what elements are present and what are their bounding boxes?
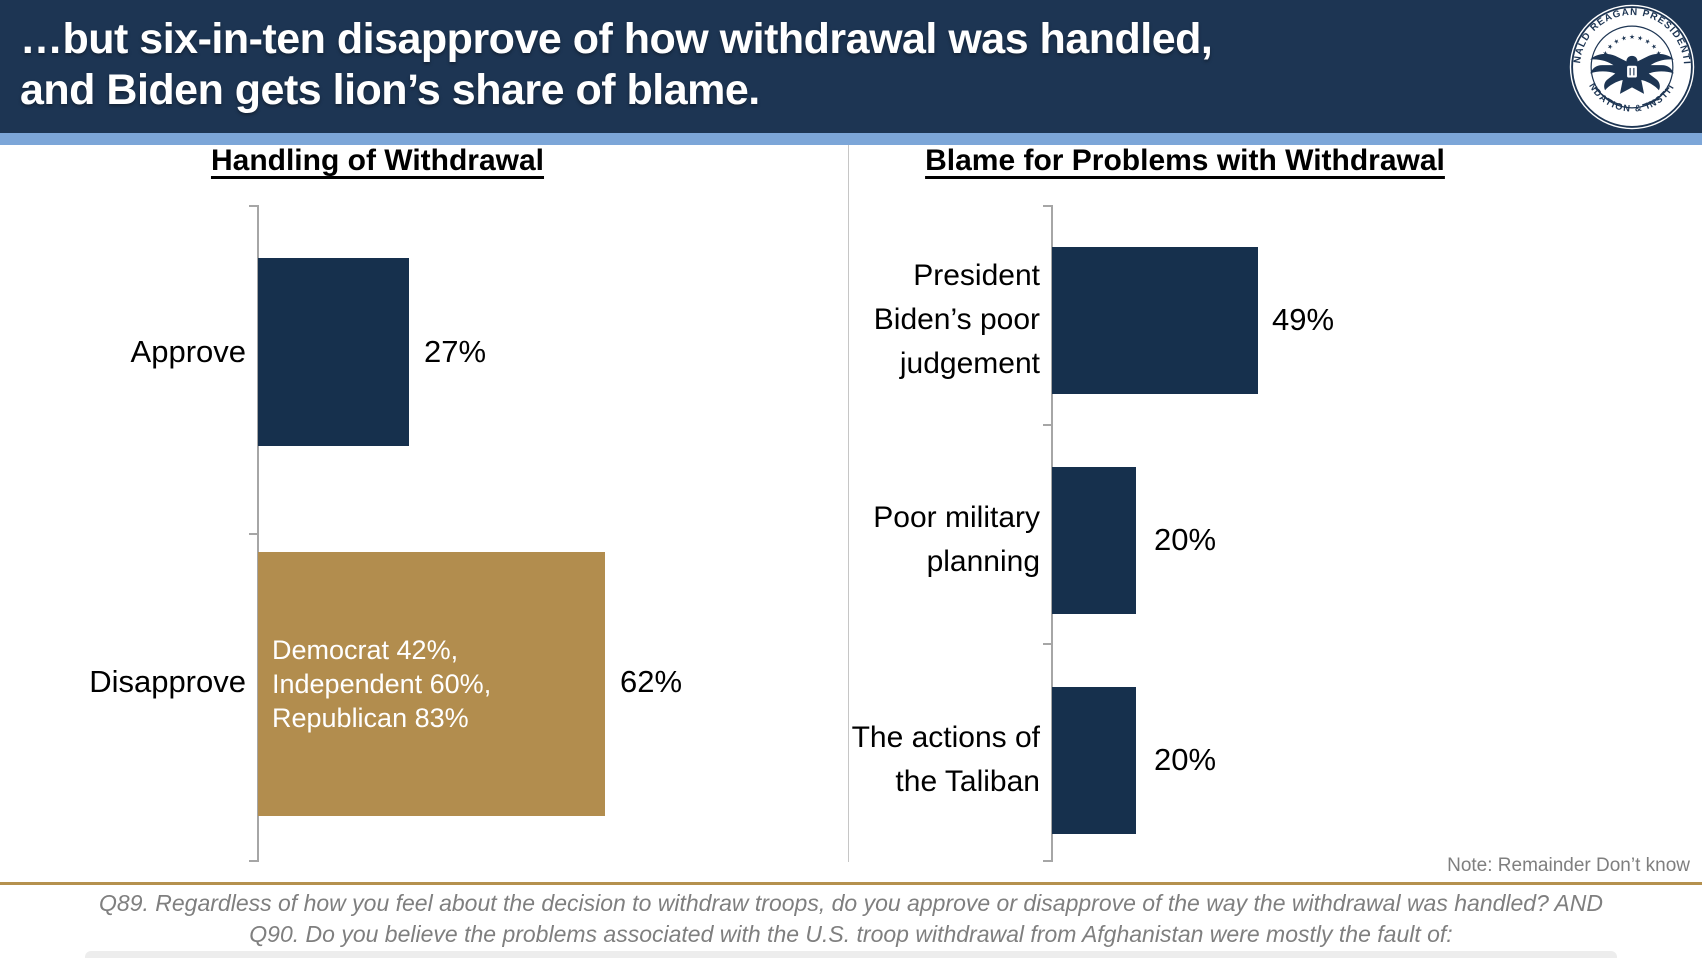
right-chart-title: Blame for Problems with Withdrawal xyxy=(925,144,1445,177)
bar-military-planning xyxy=(1052,467,1136,614)
breakdown-line-democrat: Democrat 42%, xyxy=(272,635,459,665)
footer-q89: Q89. Regardless of how you feel about th… xyxy=(99,890,1603,916)
value-label-approve: 27% xyxy=(424,334,487,369)
breakdown-line-independent: Independent 60%, xyxy=(272,669,492,699)
left-axis-tick xyxy=(249,533,258,535)
left-axis-tick xyxy=(249,205,258,207)
category-label-taliban: The actions of the Taliban xyxy=(851,721,1040,798)
gold-divider-line xyxy=(0,882,1702,885)
slide-title-line2: and Biden gets lion’s share of blame. xyxy=(20,66,760,114)
right-axis-tick xyxy=(1043,643,1052,645)
footer-q90: Q90. Do you believe the problems associa… xyxy=(249,921,1453,947)
eagle-icon xyxy=(1590,53,1674,94)
slide-title-line1: …but six-in-ten disapprove of how withdr… xyxy=(20,15,1213,63)
seal-inner-ring xyxy=(1590,25,1674,109)
header-banner: …but six-in-ten disapprove of how withdr… xyxy=(0,0,1702,133)
left-chart-axis xyxy=(257,205,259,862)
slide-title: …but six-in-ten disapprove of how withdr… xyxy=(20,14,1440,116)
laurel-left xyxy=(1594,86,1622,106)
right-axis-tick xyxy=(1043,424,1052,426)
seal-outer-ring xyxy=(1571,6,1693,128)
disapprove-breakdown: Democrat 42%, Independent 60%, Republica… xyxy=(272,633,491,735)
right-axis-tick xyxy=(1043,205,1052,207)
left-axis-tick xyxy=(249,860,258,862)
laurel-right xyxy=(1642,86,1670,106)
bar-approve xyxy=(258,258,410,446)
breakdown-line-republican: Republican 83% xyxy=(272,703,469,733)
value-label-military: 20% xyxy=(1154,522,1217,557)
chart-divider xyxy=(848,145,849,862)
note-remainder: Note: Remainder Don’t know xyxy=(1447,855,1690,876)
reagan-foundation-seal-icon: RONALD REAGAN PRESIDENTIAL FOUNDATION & … xyxy=(1567,2,1695,130)
category-label-biden: President Biden’s poor judgement xyxy=(873,259,1040,380)
right-axis-tick xyxy=(1043,860,1052,862)
left-chart-title: Handling of Withdrawal xyxy=(210,144,545,177)
category-label-military: Poor military planning xyxy=(873,501,1040,578)
value-label-disapprove: 62% xyxy=(620,664,683,699)
category-label-disapprove: Disapprove xyxy=(89,664,246,699)
accent-strip xyxy=(0,133,1702,145)
value-label-biden: 49% xyxy=(1272,302,1335,337)
bar-disapprove xyxy=(258,552,606,816)
bar-biden-judgement xyxy=(1052,247,1258,394)
value-label-taliban: 20% xyxy=(1154,742,1217,777)
eagle-shield xyxy=(1625,64,1639,79)
bottom-edge-strip xyxy=(85,951,1617,958)
bar-taliban-actions xyxy=(1052,687,1136,834)
category-label-approve: Approve xyxy=(130,334,246,369)
footer-questions: Q89. Regardless of how you feel about th… xyxy=(0,888,1702,950)
